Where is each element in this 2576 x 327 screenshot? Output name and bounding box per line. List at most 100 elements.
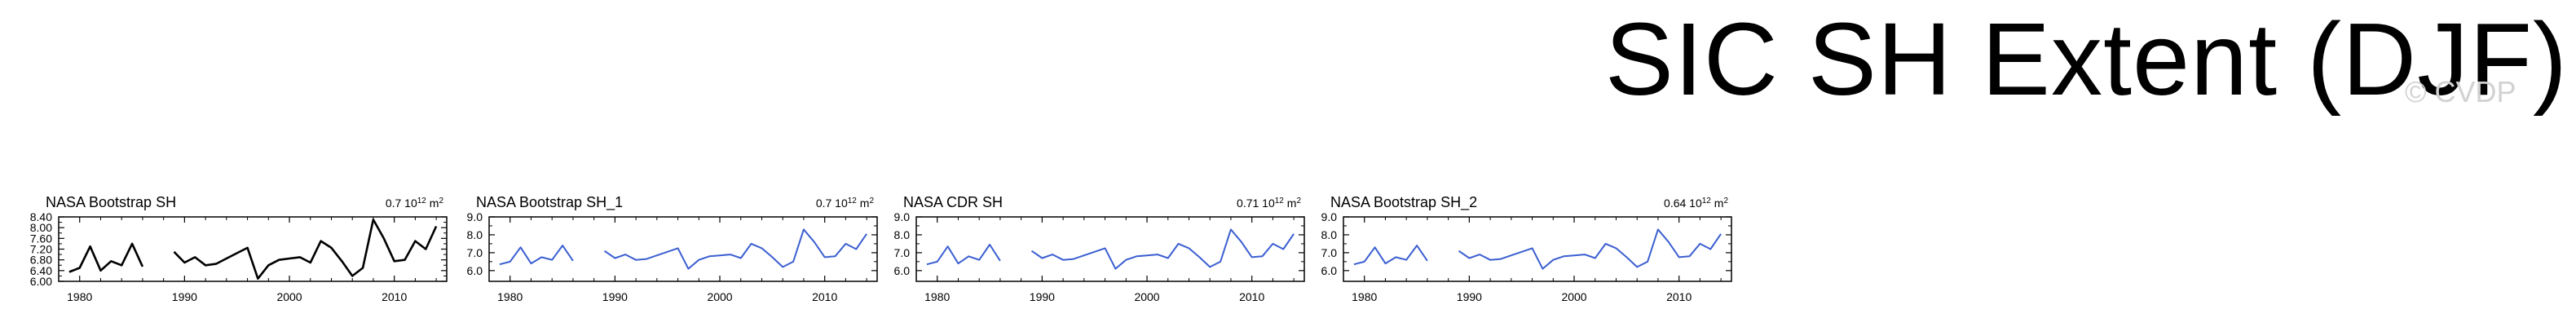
- chart-title: NASA Bootstrap SH_2: [1330, 194, 1477, 211]
- stat-part-stat_unit_tail: m: [426, 197, 439, 210]
- y-tick-label: 8.0: [467, 228, 483, 241]
- data-point: [121, 264, 122, 266]
- data-point: [1720, 233, 1722, 235]
- data-point: [183, 262, 185, 263]
- data-point: [320, 240, 321, 241]
- data-point: [1511, 254, 1512, 256]
- data-point: [1531, 247, 1533, 249]
- data-point: [803, 228, 805, 230]
- data-point: [677, 247, 678, 249]
- data-point: [1678, 256, 1679, 258]
- data-point: [730, 254, 731, 255]
- y-tick-label: 9.0: [1321, 210, 1338, 223]
- x-tick-label: 2010: [382, 290, 407, 303]
- data-point: [435, 225, 437, 227]
- data-point: [414, 240, 416, 241]
- x-tick-label: 1990: [602, 290, 628, 303]
- series-line: [1353, 228, 1722, 270]
- data-point: [1114, 267, 1116, 269]
- y-tick-label: 6.00: [30, 275, 52, 288]
- data-point: [1209, 266, 1211, 267]
- data-point: [1604, 243, 1606, 245]
- data-point: [656, 254, 658, 256]
- data-point: [540, 256, 542, 258]
- data-point: [1272, 243, 1273, 245]
- data-point: [855, 248, 857, 250]
- data-point: [603, 250, 605, 251]
- y-tick-label: 9.0: [894, 210, 911, 223]
- data-point: [1030, 250, 1032, 251]
- data-point: [708, 255, 710, 257]
- data-point: [351, 275, 353, 276]
- y-tick-label: 6.40: [30, 264, 52, 277]
- data-point: [1584, 254, 1586, 255]
- data-point: [771, 256, 773, 258]
- data-point: [834, 255, 836, 257]
- stat-label: 0.7 1012 m2: [386, 197, 444, 210]
- data-point: [1125, 259, 1127, 260]
- data-point: [719, 254, 721, 256]
- data-point: [1668, 241, 1670, 243]
- y-tick-label: 7.0: [467, 246, 483, 259]
- data-point: [614, 257, 615, 259]
- x-tick-label: 2010: [1239, 290, 1264, 303]
- data-point: [937, 261, 938, 263]
- data-point: [1293, 233, 1295, 235]
- y-tick-label: 6.0: [467, 264, 483, 277]
- data-point: [1374, 246, 1375, 248]
- data-point: [1384, 263, 1386, 264]
- data-point: [205, 264, 206, 266]
- y-tick-label: 7.60: [30, 232, 52, 245]
- data-point: [989, 244, 990, 245]
- data-point: [782, 266, 783, 267]
- data-point: [1636, 266, 1638, 267]
- data-point: [68, 271, 70, 272]
- x-tick-label: 2010: [812, 290, 837, 303]
- data-point: [404, 259, 405, 260]
- x-tick-label: 1980: [67, 290, 92, 303]
- data-point: [1198, 256, 1200, 258]
- data-point: [236, 252, 238, 254]
- data-point: [999, 260, 1001, 262]
- chart-panel-3: NASA CDR SH 0.71 1012 m2 1980 1990 2000 2010 6…: [894, 194, 1305, 303]
- data-point: [1416, 245, 1418, 246]
- page-title: SIC SH Extent (DJF): [1604, 2, 2568, 117]
- data-point: [1427, 260, 1428, 262]
- x-tick-label: 2010: [1666, 290, 1692, 303]
- data-point: [330, 247, 332, 249]
- stat-part-stat_unit_exp: 12: [1275, 197, 1285, 205]
- data-point: [1625, 256, 1627, 258]
- data-point: [373, 219, 374, 220]
- data-point: [1709, 248, 1711, 250]
- stat-part-stat_unit_exp: 12: [1702, 197, 1712, 205]
- x-tick-label: 1980: [924, 290, 950, 303]
- data-point: [425, 248, 426, 250]
- data-point: [519, 246, 521, 248]
- series-line: [499, 228, 867, 270]
- data-point: [89, 245, 90, 247]
- data-point: [131, 243, 133, 245]
- stat-label: 0.7 1012 m2: [816, 197, 875, 210]
- y-tick-label: 8.40: [30, 210, 52, 223]
- data-point: [646, 258, 647, 259]
- data-point: [1220, 261, 1221, 263]
- data-point: [926, 263, 928, 265]
- data-point: [1251, 256, 1252, 258]
- y-tick-label: 8.0: [1321, 228, 1338, 241]
- x-tick-label: 2000: [707, 290, 732, 303]
- data-point: [499, 263, 501, 265]
- series-line: [926, 228, 1295, 270]
- chart-title: NASA CDR SH: [903, 194, 1003, 210]
- y-tick-label: 7.0: [1321, 246, 1338, 259]
- plot-frame: [915, 216, 1305, 282]
- y-tick-label: 9.0: [467, 210, 483, 223]
- x-tick-label: 1980: [1352, 290, 1377, 303]
- data-point: [1261, 255, 1263, 257]
- data-point: [814, 241, 815, 243]
- data-point: [946, 245, 948, 247]
- data-point: [99, 270, 101, 272]
- data-point: [246, 247, 248, 249]
- data-point: [267, 264, 269, 266]
